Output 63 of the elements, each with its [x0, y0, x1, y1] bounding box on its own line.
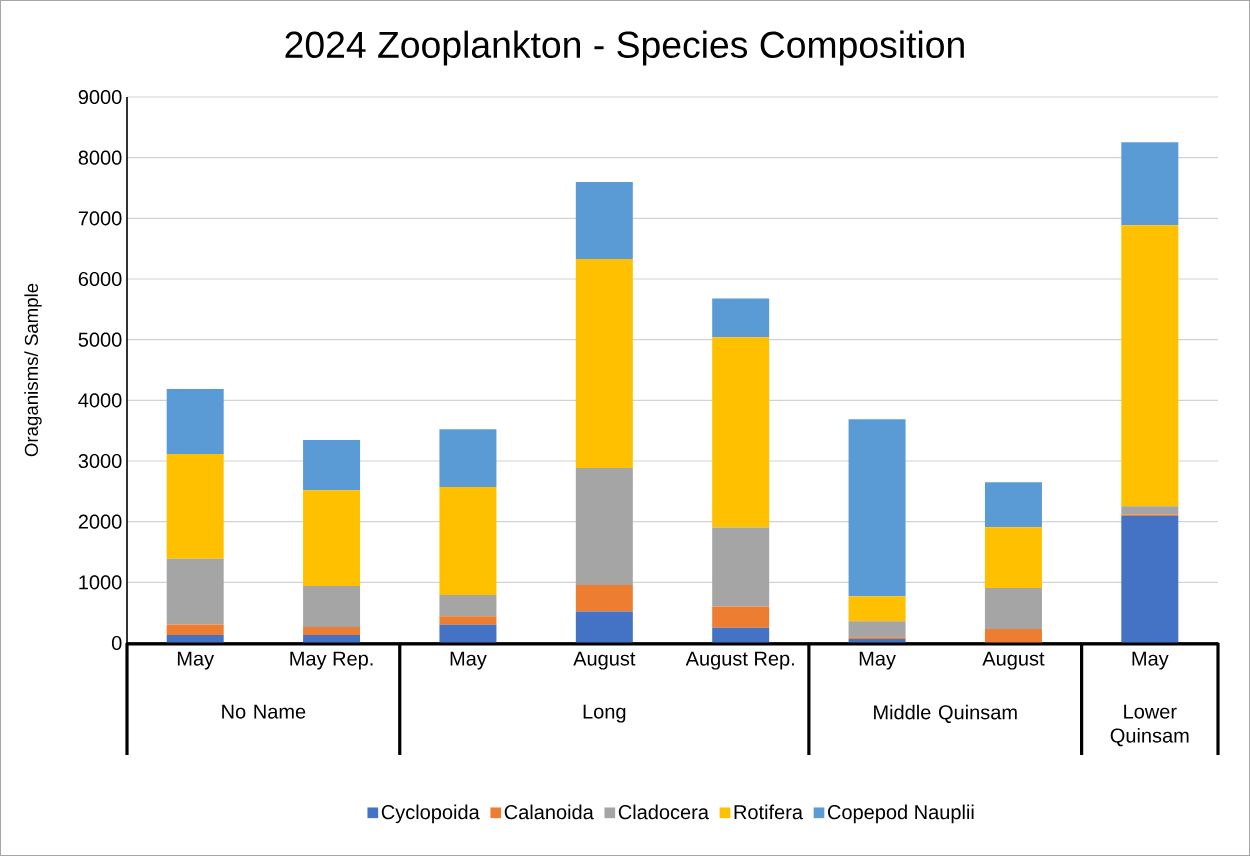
legend-label: Cladocera [618, 804, 709, 820]
bar [439, 429, 497, 488]
bar [1121, 142, 1179, 226]
x-tick-label: August [982, 651, 1045, 670]
bar [439, 616, 497, 625]
bar [712, 298, 770, 338]
text: Middle Quinsam [874, 704, 1017, 723]
legend-label: Rotifera [734, 804, 803, 820]
bar [984, 629, 1042, 643]
bar [439, 624, 497, 643]
y-tick-label: 1000 [79, 575, 122, 590]
bar [303, 490, 361, 586]
x-tick-label: May [177, 651, 215, 670]
x-tick-label: May [859, 651, 896, 670]
y-tick-label: 8000 [78, 150, 122, 165]
chart-title: 2024 Zooplankton - Species Composition [285, 30, 964, 66]
bar [303, 626, 361, 636]
bar [712, 527, 770, 607]
x-tick-label: May Rep. [290, 651, 373, 670]
y-tick-label: 4000 [78, 393, 122, 408]
bar [439, 487, 497, 596]
bar [984, 527, 1042, 589]
bar [984, 588, 1042, 630]
legend-label: Copepod Nauplii [828, 804, 974, 824]
bar [712, 337, 770, 528]
y-tick-label: 6000 [78, 271, 122, 287]
text: Long [583, 704, 626, 723]
bar [575, 585, 633, 612]
text: No Name [222, 704, 306, 719]
legend-label: Calanoida [504, 804, 594, 820]
x-tick-label: August [573, 651, 636, 670]
x-tick-label: August Rep. [685, 651, 794, 670]
y-tick-label: 2000 [78, 514, 122, 529]
bar [575, 467, 633, 586]
bar [575, 258, 633, 468]
y-tick-label: 3000 [78, 453, 122, 469]
legend-label: Cyclopoida [381, 804, 480, 824]
x-tick-label: May [450, 651, 487, 670]
y-tick-label: 0 [111, 635, 122, 651]
bar [1121, 506, 1179, 515]
y-axis-title: Oraganisms/ Sample [24, 283, 42, 457]
bar [575, 181, 633, 259]
bar [1121, 225, 1179, 507]
bar [166, 558, 224, 625]
bar [712, 627, 770, 643]
text: Lower Quinsam [1110, 704, 1189, 747]
bar [1121, 515, 1179, 643]
bar [166, 389, 224, 455]
bar [166, 454, 224, 559]
y-tick-label: 9000 [78, 89, 122, 105]
bar [848, 596, 906, 622]
bar [848, 419, 906, 597]
y-tick-label: 7000 [78, 211, 122, 226]
bar [439, 595, 497, 617]
bar [303, 585, 361, 627]
y-tick-label: 5000 [78, 332, 122, 347]
bar [575, 611, 633, 643]
bar [166, 624, 224, 636]
bar [984, 482, 1042, 528]
bar [712, 606, 770, 628]
x-tick-label: May [1132, 651, 1169, 670]
bar [303, 440, 361, 491]
bar [848, 621, 906, 638]
